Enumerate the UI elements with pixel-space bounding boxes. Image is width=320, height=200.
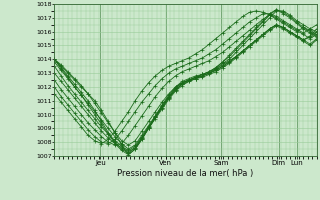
X-axis label: Pression niveau de la mer( hPa ): Pression niveau de la mer( hPa ) [117, 169, 254, 178]
